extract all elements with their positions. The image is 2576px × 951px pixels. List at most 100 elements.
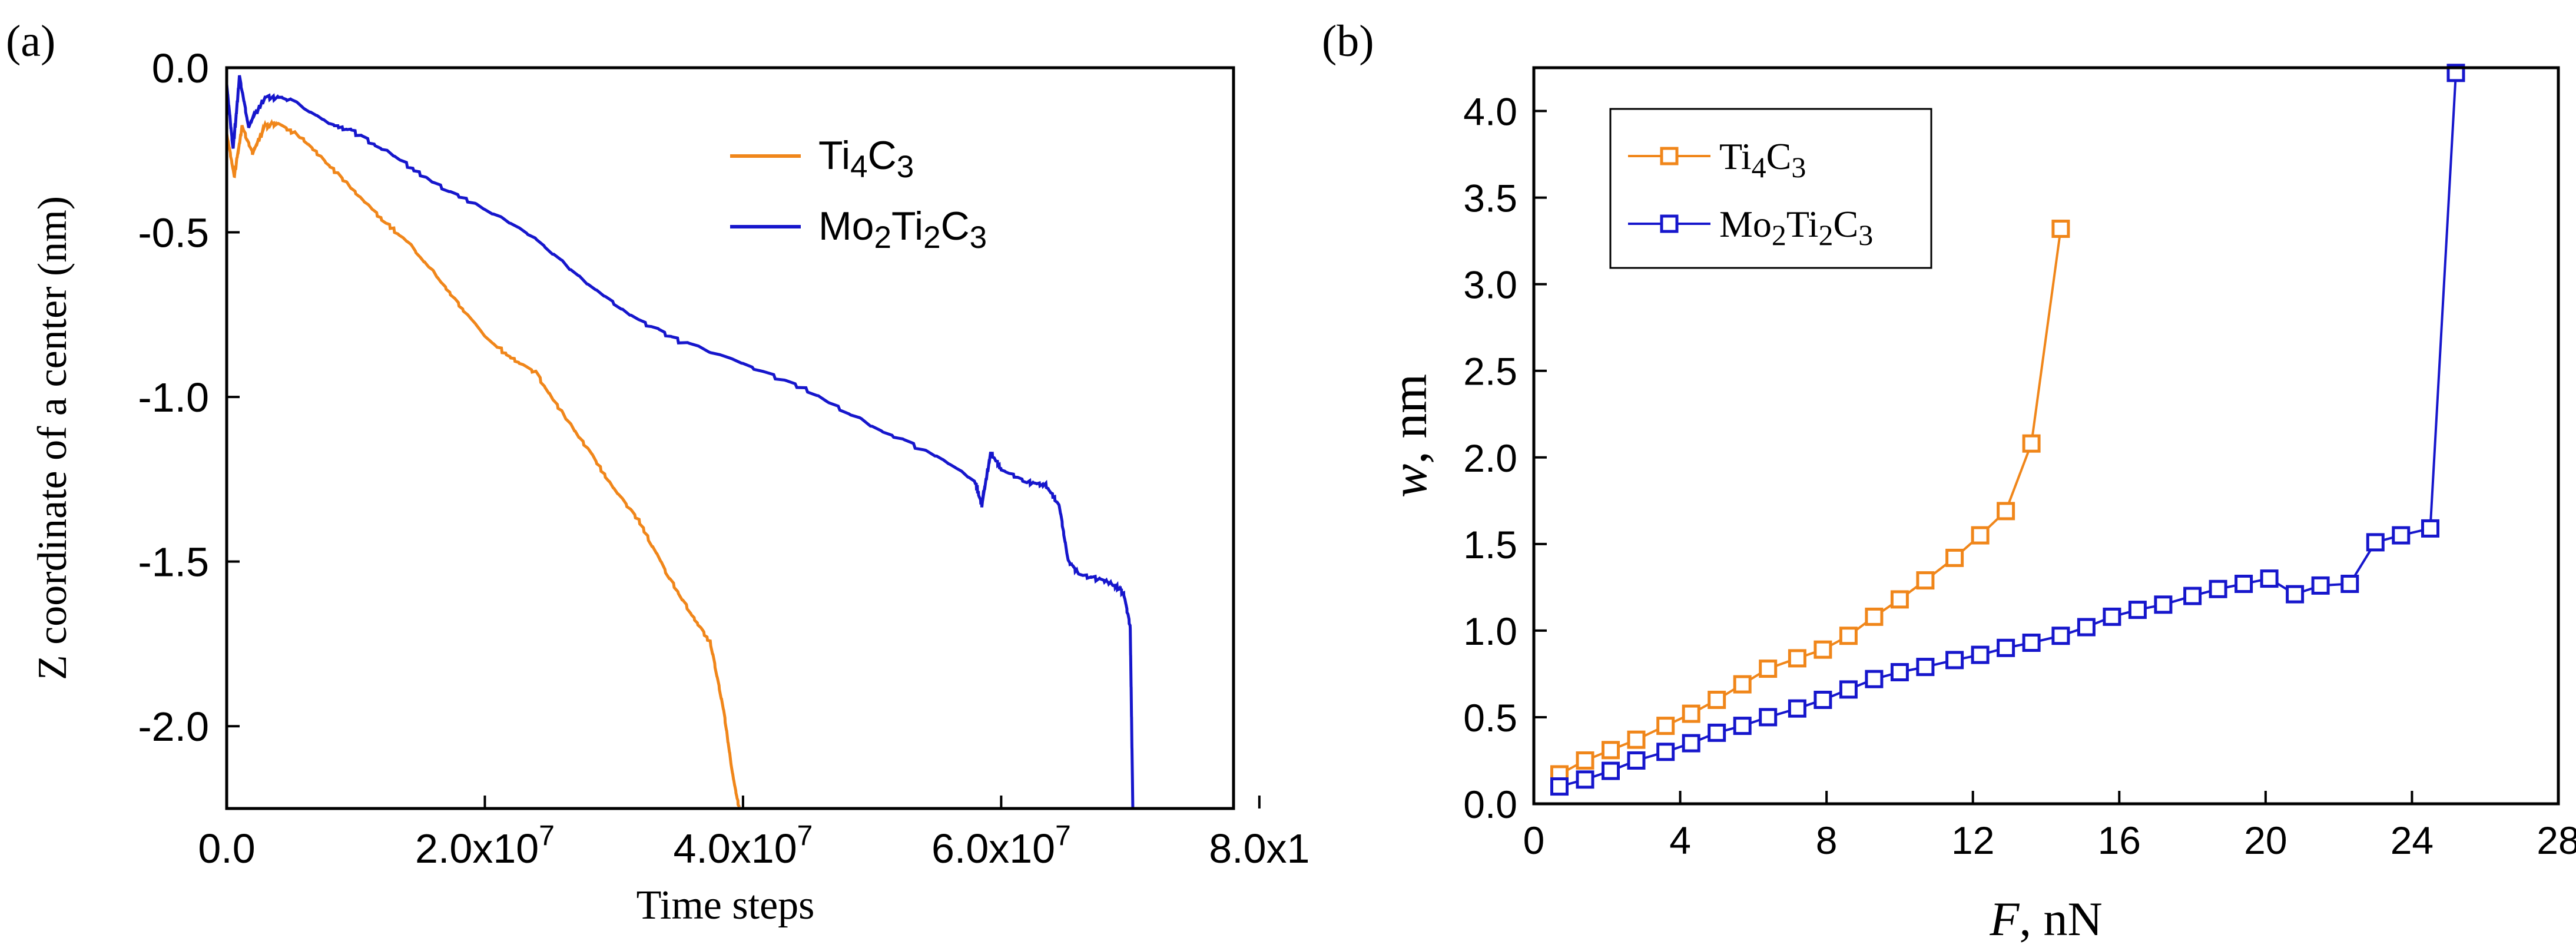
panel-a-y-tick-label: 0.0 <box>152 45 209 91</box>
panel-b-series-1-marker <box>2128 601 2147 619</box>
panel-b-series-1-marker <box>2366 533 2385 552</box>
panel-b-xlabel: F, nN <box>1989 892 2102 946</box>
panel-b-x-tick-label: 12 <box>1951 819 1994 862</box>
panel-b-frame <box>1532 66 2560 806</box>
panel-b-series-0-marker <box>1945 548 1964 567</box>
panel-b-series-1-marker <box>1839 680 1858 699</box>
panel-b-series-1-marker <box>2154 595 2173 614</box>
panel-b-legend-label-1: Mo2Ti2C3 <box>1719 203 1873 251</box>
panel-b-y-tick-label: 1.0 <box>1463 609 1517 653</box>
panel-b-series-0-marker <box>1865 607 1884 626</box>
panel-b-legend-box <box>1609 108 1932 269</box>
panel-b-series-1-marker <box>1916 658 1935 677</box>
panel-b-ylabel-var: w <box>1381 464 1437 498</box>
panel-b-series-1-marker <box>1627 751 1646 770</box>
panel-a-plot-area <box>227 75 1135 808</box>
panel-b-series-1-marker <box>2209 579 2227 598</box>
panel-b-label: (b) <box>1322 16 1374 66</box>
panel-b-xlabel-var: F <box>1989 892 2020 946</box>
panel-b-y-tick-label: 4.0 <box>1463 90 1517 134</box>
panel-a-x-tick-label: 8.0x1 <box>1209 826 1309 872</box>
panel-b-series-0-marker <box>2051 220 2070 238</box>
panel-b-series-0-marker <box>1656 717 1675 735</box>
panel-b-series-1-marker <box>2392 526 2411 545</box>
panel-b-series-1-marker <box>1656 743 1675 761</box>
panel-b-series-0-marker <box>1682 704 1700 723</box>
panel-a-x-tick-label: 0.0 <box>198 826 255 872</box>
panel-a-x-tick-label: 4.0x107 <box>673 820 813 872</box>
panel-b-legend-marker-0 <box>1660 147 1679 165</box>
panel-a-series-1-line <box>227 75 1135 808</box>
panel-b-series-1-marker <box>2183 586 2202 605</box>
panel-b-series-1-marker <box>2340 575 2359 593</box>
panel-a-label: (a) <box>6 16 55 66</box>
panel-b-series-1-marker <box>2260 569 2279 588</box>
panel-a-y-tick-label: -0.5 <box>138 210 209 256</box>
panel-a-y-tick-label: -1.0 <box>138 375 209 420</box>
panel-a-legend: Ti4C3 Mo2Ti2C3 <box>730 133 987 255</box>
panel-b-series-1-marker <box>1788 699 1806 718</box>
panel-b-series-0-marker <box>1839 627 1858 645</box>
panel-b-series-0-marker <box>1814 640 1832 659</box>
panel-b-series-0-marker <box>1759 660 1778 678</box>
panel-b-y-tick-label: 2.5 <box>1463 350 1517 393</box>
panel-b-y-tick-label: 2.0 <box>1463 436 1517 480</box>
panel-b-x-tick-label: 28 <box>2537 819 2576 862</box>
panel-b-x-tick-label: 4 <box>1669 819 1691 862</box>
panel-b-ylabel-unit: , nm <box>1381 374 1437 464</box>
panel-b-series-1-marker <box>1865 670 1884 688</box>
panel-b-series-0-marker <box>1997 502 2015 521</box>
panel-b-series-0-marker <box>1602 741 1620 760</box>
panel-b-series-1-marker <box>2103 607 2121 626</box>
panel-b-series-1-marker <box>1997 638 2015 657</box>
panel-b-series-1-marker <box>1550 777 1569 796</box>
panel-b-series-1-marker <box>1576 770 1594 789</box>
panel-b-series-1-marker <box>2077 618 2096 637</box>
panel-b-series-1-marker <box>1733 717 1752 735</box>
panel-b-x-tick-label: 20 <box>2244 819 2287 862</box>
panel-b-series-0-marker <box>1733 675 1752 694</box>
panel-b-series-1-marker <box>1602 761 1620 780</box>
panel-b-x-tick-label: 0 <box>1523 819 1545 862</box>
panel-a-ticks: 0.0 2.0x107 4.0x107 6.0x107 8.0x1 0.0 -0.5 -1.0… <box>138 45 1309 872</box>
panel-b-series-1-marker <box>1945 651 1964 670</box>
panel-a-frame <box>225 66 1235 810</box>
panel-b-series-1-marker <box>1759 708 1778 727</box>
panel-b-series-1-marker <box>2234 575 2253 593</box>
panel-b-y-tick-label: 3.0 <box>1463 263 1517 307</box>
panel-a-x-tick-label: 6.0x107 <box>931 820 1071 872</box>
panel-b-x-tick-label: 24 <box>2391 819 2434 862</box>
panel-b-series-0-marker <box>1576 751 1594 770</box>
panel-a-xlabel: Time steps <box>636 883 815 928</box>
panel-b-series-1-marker <box>2286 585 2305 604</box>
panel-b-series-1-marker <box>1708 723 1726 742</box>
panel-b-series-0-marker <box>2022 434 2041 453</box>
panel-b-xlabel-unit: , nN <box>2019 892 2102 946</box>
panel-b-series-0-marker <box>1708 691 1726 709</box>
panel-b-series-1-marker <box>2022 634 2041 652</box>
panel-b-y-tick-label: 0.0 <box>1463 783 1517 826</box>
panel-b: (b) 0 4 8 12 16 20 24 28 0.0 0.5 1.0 1.5 2.0 2.5 3.0 3.… <box>1322 16 2576 946</box>
panel-b-ticks: 0 4 8 12 16 20 24 28 0.0 0.5 1.0 1.5 2.0 2.5 3.0 3.5 4.0 <box>1463 90 2576 862</box>
panel-b-y-tick-label: 0.5 <box>1463 696 1517 740</box>
panel-a-legend-label-0: Ti4C3 <box>818 133 914 184</box>
panel-b-series-0-marker <box>1916 571 1935 590</box>
panel-b-legend-label-0: Ti4C3 <box>1719 135 1806 184</box>
panel-b-series-1-marker <box>1814 691 1832 709</box>
panel-b-legend-marker-1 <box>1660 214 1679 233</box>
panel-b-series-1-marker <box>1890 663 1909 681</box>
panel-b-series-0-marker <box>1627 730 1646 749</box>
panel-b-x-tick-label: 16 <box>2098 819 2141 862</box>
panel-a-legend-label-1: Mo2Ti2C3 <box>818 204 987 255</box>
panel-b-series-0-marker <box>1788 649 1806 668</box>
panel-b-series-1-marker <box>2051 627 2070 645</box>
panel-a-y-tick-label: -2.0 <box>138 704 209 750</box>
panel-b-series-1-marker <box>2311 576 2330 595</box>
panel-b-plot-area <box>1550 64 2465 796</box>
panel-b-y-tick-label: 1.5 <box>1463 523 1517 566</box>
panel-b-ylabel: w, nm <box>1381 374 1437 498</box>
panel-b-series-1-marker <box>1971 645 1990 664</box>
panel-a-ylabel: Z coordinate of a center (nm) <box>30 196 75 680</box>
panel-b-legend: Ti4C3 Mo2Ti2C3 <box>1609 108 1932 269</box>
